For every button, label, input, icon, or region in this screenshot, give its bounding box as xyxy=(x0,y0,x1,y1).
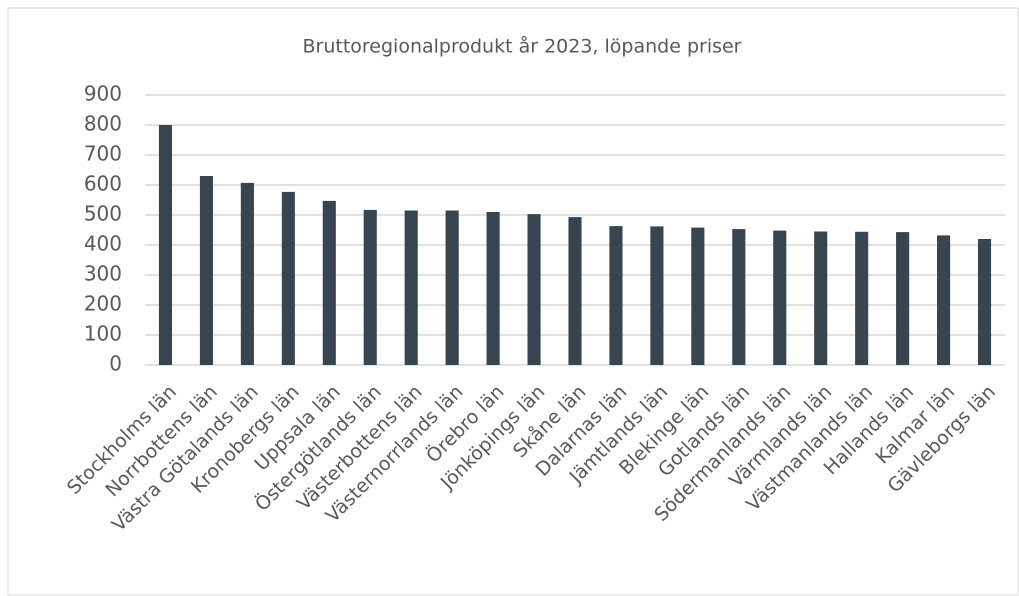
y-tick-label: 500 xyxy=(84,202,122,226)
bar xyxy=(609,226,623,365)
bar xyxy=(240,182,254,365)
bar xyxy=(650,226,664,365)
bar xyxy=(773,230,787,365)
bar xyxy=(814,231,828,365)
y-tick-label: 400 xyxy=(84,232,122,256)
chart-title: Bruttoregionalprodukt år 2023, löpande p… xyxy=(302,35,741,58)
bar xyxy=(199,176,213,365)
bar xyxy=(568,217,582,365)
bar xyxy=(732,229,746,365)
bar xyxy=(445,210,459,365)
bar xyxy=(322,200,336,365)
y-tick-label: 900 xyxy=(84,82,122,106)
y-tick-label: 700 xyxy=(84,142,122,166)
chart-frame xyxy=(7,7,1019,596)
y-tick-label: 0 xyxy=(109,352,122,376)
bar xyxy=(977,239,992,365)
bar xyxy=(158,125,173,365)
bar xyxy=(937,235,951,365)
bar xyxy=(363,209,377,365)
bar xyxy=(527,214,541,365)
bar xyxy=(486,212,500,365)
y-tick-label: 200 xyxy=(84,292,122,316)
bar xyxy=(404,210,418,365)
y-tick-label: 800 xyxy=(84,112,122,136)
y-tick-label: 100 xyxy=(84,322,122,346)
bar xyxy=(281,191,295,365)
y-tick-label: 600 xyxy=(84,172,122,196)
bar xyxy=(896,232,910,365)
bar xyxy=(691,227,705,365)
y-tick-label: 300 xyxy=(84,262,122,286)
bar xyxy=(855,231,869,365)
